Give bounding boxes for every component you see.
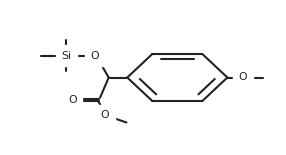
Text: O: O — [91, 51, 99, 61]
Text: O: O — [101, 111, 109, 120]
Text: O: O — [68, 95, 77, 105]
Text: O: O — [239, 73, 247, 82]
Text: Si: Si — [61, 51, 71, 61]
